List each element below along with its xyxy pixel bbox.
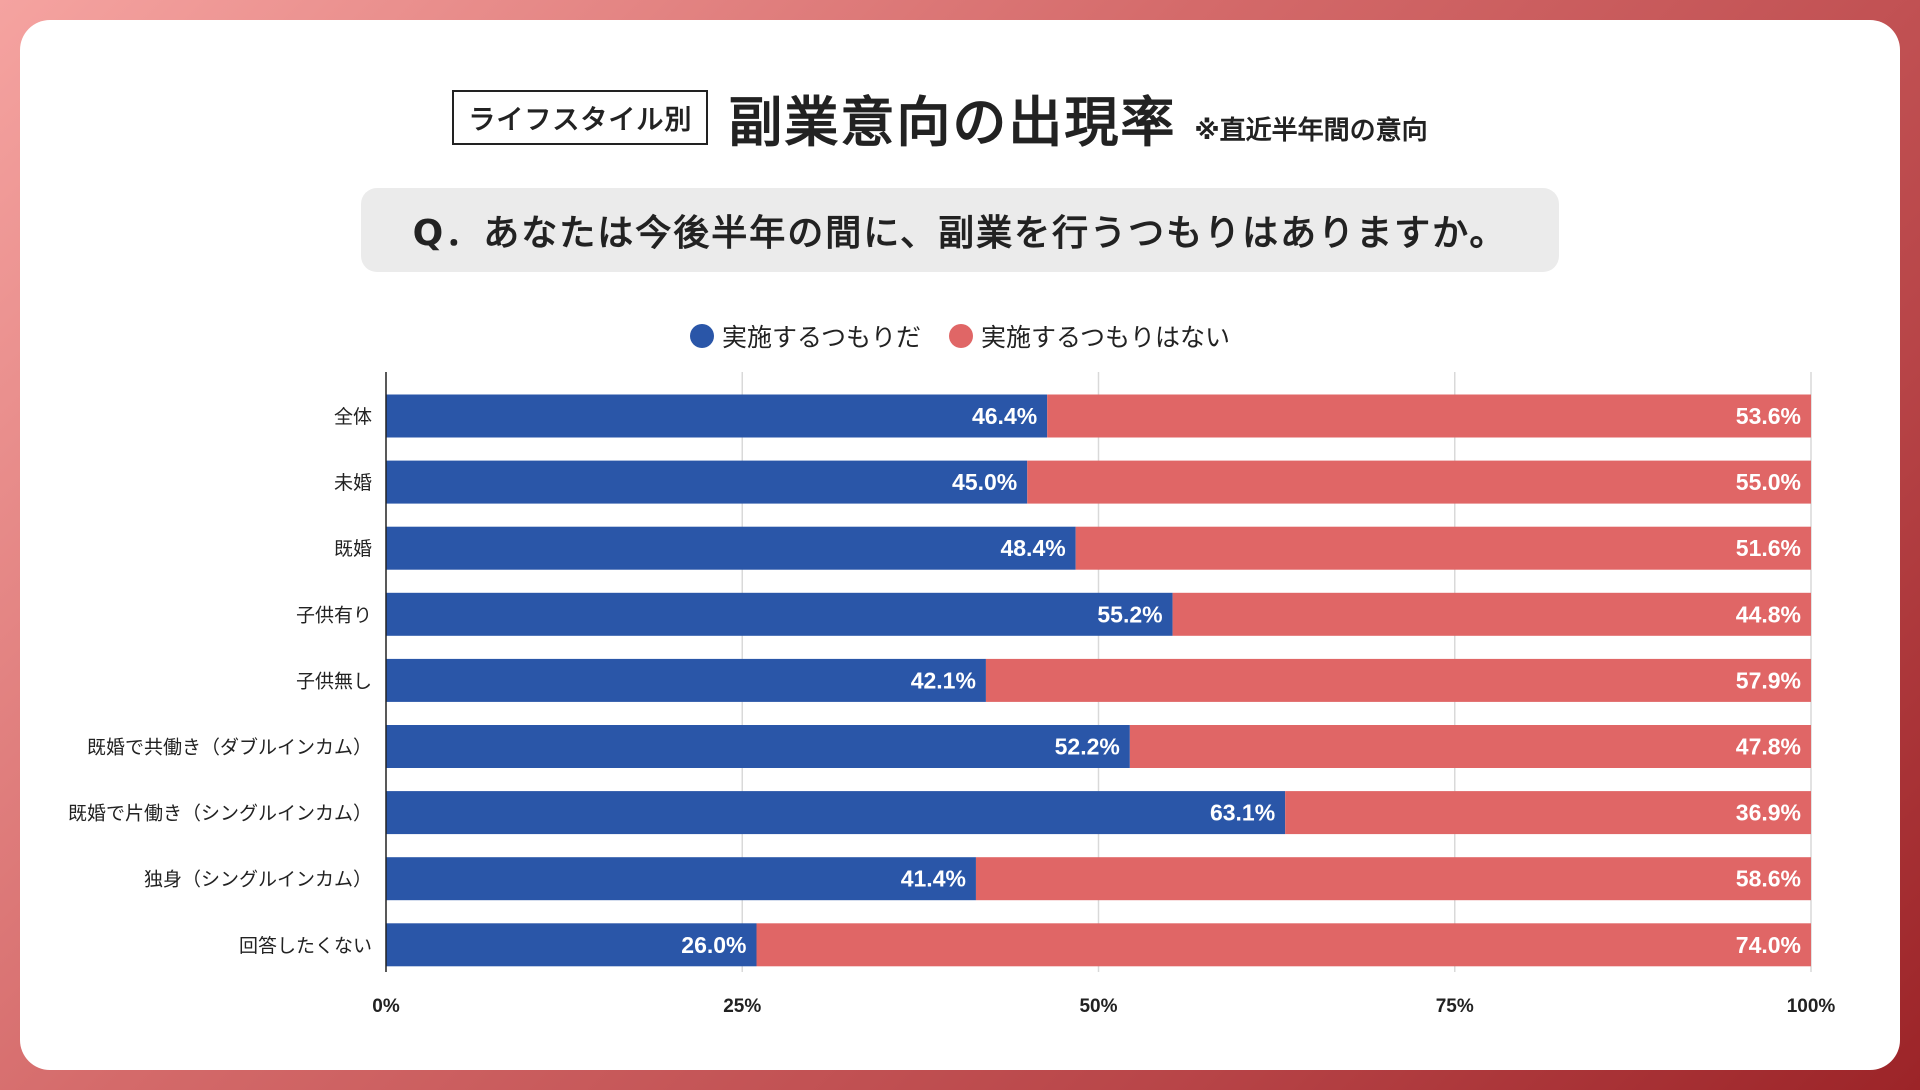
bar-no <box>1129 725 1811 768</box>
data-label-no: 55.0% <box>1736 469 1801 495</box>
legend-label-yes: 実施するつもりだ <box>721 323 921 352</box>
x-tick-label: 100% <box>1787 996 1836 1017</box>
data-label-no: 47.8% <box>1736 734 1801 760</box>
bar-yes <box>386 857 976 901</box>
bar-yes <box>386 460 1028 504</box>
x-tick-label: 75% <box>1436 996 1474 1017</box>
bar-yes <box>386 526 1076 570</box>
category-label: 未婚 <box>334 472 372 494</box>
category-tag: ライフスタイル別 <box>452 89 709 145</box>
data-label-no: 57.9% <box>1736 667 1801 693</box>
data-label-yes: 52.2% <box>1055 734 1120 760</box>
legend: 実施するつもりだ 実施するつもりはない <box>20 316 1900 356</box>
category-label: 子供有り <box>296 604 372 626</box>
category-label: 既婚 <box>334 538 372 560</box>
bar-yes <box>386 394 1048 438</box>
data-label-no: 58.6% <box>1736 866 1801 892</box>
data-label-yes: 26.0% <box>681 932 746 958</box>
bar-yes <box>386 658 986 702</box>
bar-no <box>1172 592 1811 636</box>
bar-no <box>1075 526 1811 570</box>
data-label-no: 74.0% <box>1736 932 1801 958</box>
data-label-no: 53.6% <box>1736 403 1801 429</box>
data-label-yes: 45.0% <box>952 469 1017 495</box>
data-label-yes: 42.1% <box>911 667 976 693</box>
category-label: 子供無し <box>296 670 372 692</box>
bar-yes <box>386 592 1173 636</box>
title-row: ライフスタイル別 副業意向の出現率 ※直近半年間の意向 <box>20 72 1900 162</box>
bar-yes <box>386 923 757 967</box>
card: ライフスタイル別 副業意向の出現率 ※直近半年間の意向 Q．あなたは今後半年の間… <box>20 20 1900 1070</box>
bar-no <box>975 857 1811 901</box>
data-label-yes: 63.1% <box>1210 800 1275 826</box>
bar-no <box>985 658 1811 702</box>
question-text: Q．あなたは今後半年の間に、副業を行うつもりはありますか。 <box>412 213 1508 254</box>
data-label-no: 51.6% <box>1736 535 1801 561</box>
bar-no <box>1047 394 1811 438</box>
title-note: ※直近半年間の意向 <box>1194 115 1428 146</box>
legend-label-no: 実施するつもりはない <box>981 323 1231 352</box>
x-tick-label: 0% <box>372 996 400 1017</box>
legend-dot-yes <box>689 324 714 348</box>
data-label-no: 44.8% <box>1736 601 1801 627</box>
category-label: 既婚で片働き（シングルインカム） <box>68 803 372 825</box>
category-label: 全体 <box>334 406 372 428</box>
x-tick-label: 25% <box>723 996 761 1017</box>
category-label: 独身（シングルインカム） <box>144 869 372 891</box>
x-tick-label: 50% <box>1079 996 1117 1017</box>
question-box: Q．あなたは今後半年の間に、副業を行うつもりはありますか。 <box>361 188 1559 272</box>
bar-no <box>1027 460 1811 504</box>
bar-no <box>1285 791 1811 835</box>
page-title: 副業意向の出現率 <box>728 90 1177 154</box>
legend-item-yes: 実施するつもりだ <box>689 318 921 354</box>
bar-chart: 0% 25% 50% 75% 100% 46.4% 53.6% 全体 45.0% 55.0% 未婚 4… <box>68 372 1836 1017</box>
data-label-yes: 46.4% <box>972 403 1037 429</box>
bar-yes <box>386 725 1130 768</box>
data-label-no: 36.9% <box>1736 800 1801 826</box>
category-label: 既婚で共働き（ダブルインカム） <box>87 736 372 759</box>
bar-no <box>756 923 1811 967</box>
data-label-yes: 48.4% <box>1000 535 1065 561</box>
legend-item-no: 実施するつもりはない <box>949 318 1230 354</box>
bar-yes <box>386 791 1286 835</box>
category-label: 回答したくない <box>239 935 372 957</box>
data-label-yes: 55.2% <box>1097 601 1162 627</box>
data-label-yes: 41.4% <box>901 866 966 892</box>
legend-dot-no <box>949 324 973 348</box>
